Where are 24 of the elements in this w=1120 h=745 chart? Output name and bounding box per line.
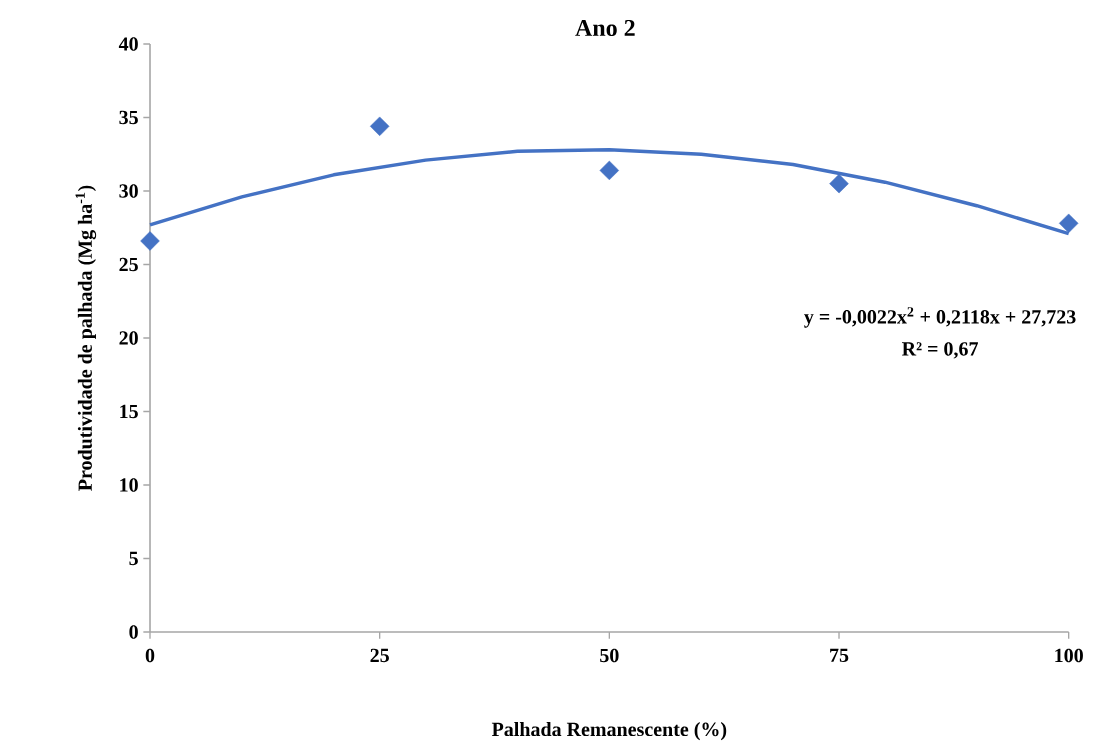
y-tick-label: 35 — [119, 110, 138, 125]
y-tick-label: 20 — [119, 331, 138, 345]
y-tick-label: 30 — [119, 184, 138, 198]
annotation: R² = 0,67 — [901, 342, 978, 359]
y-axis-title: Produtividade de palhada (Mg ha$^{-1}$) — [75, 185, 97, 492]
point — [1058, 213, 1079, 234]
x-tick-label: 100 — [1055, 648, 1083, 663]
point — [599, 160, 620, 181]
y-tick-label: 5 — [129, 552, 138, 566]
y-tick-label: 15 — [120, 405, 138, 419]
y-tick-label: 10 — [120, 478, 138, 492]
annotation: y = -0,0022x$^{2}$ + 0,2118x + 27,723 — [804, 307, 1076, 328]
y-tick-label: 25 — [119, 257, 138, 272]
x-tick-label: 0 — [145, 648, 155, 663]
chart-title: Ano 2 — [575, 20, 635, 37]
y-tick-label: 0 — [129, 625, 138, 639]
point — [369, 116, 390, 137]
x-tick-label: 50 — [600, 648, 619, 663]
point — [829, 174, 849, 194]
x-tick-label: 75 — [830, 648, 849, 663]
x-tick-label: 25 — [370, 648, 389, 663]
point — [140, 231, 160, 251]
y-tick-label: 40 — [118, 37, 138, 51]
x-axis-title: Palhada Remanescente (%) — [491, 722, 727, 741]
